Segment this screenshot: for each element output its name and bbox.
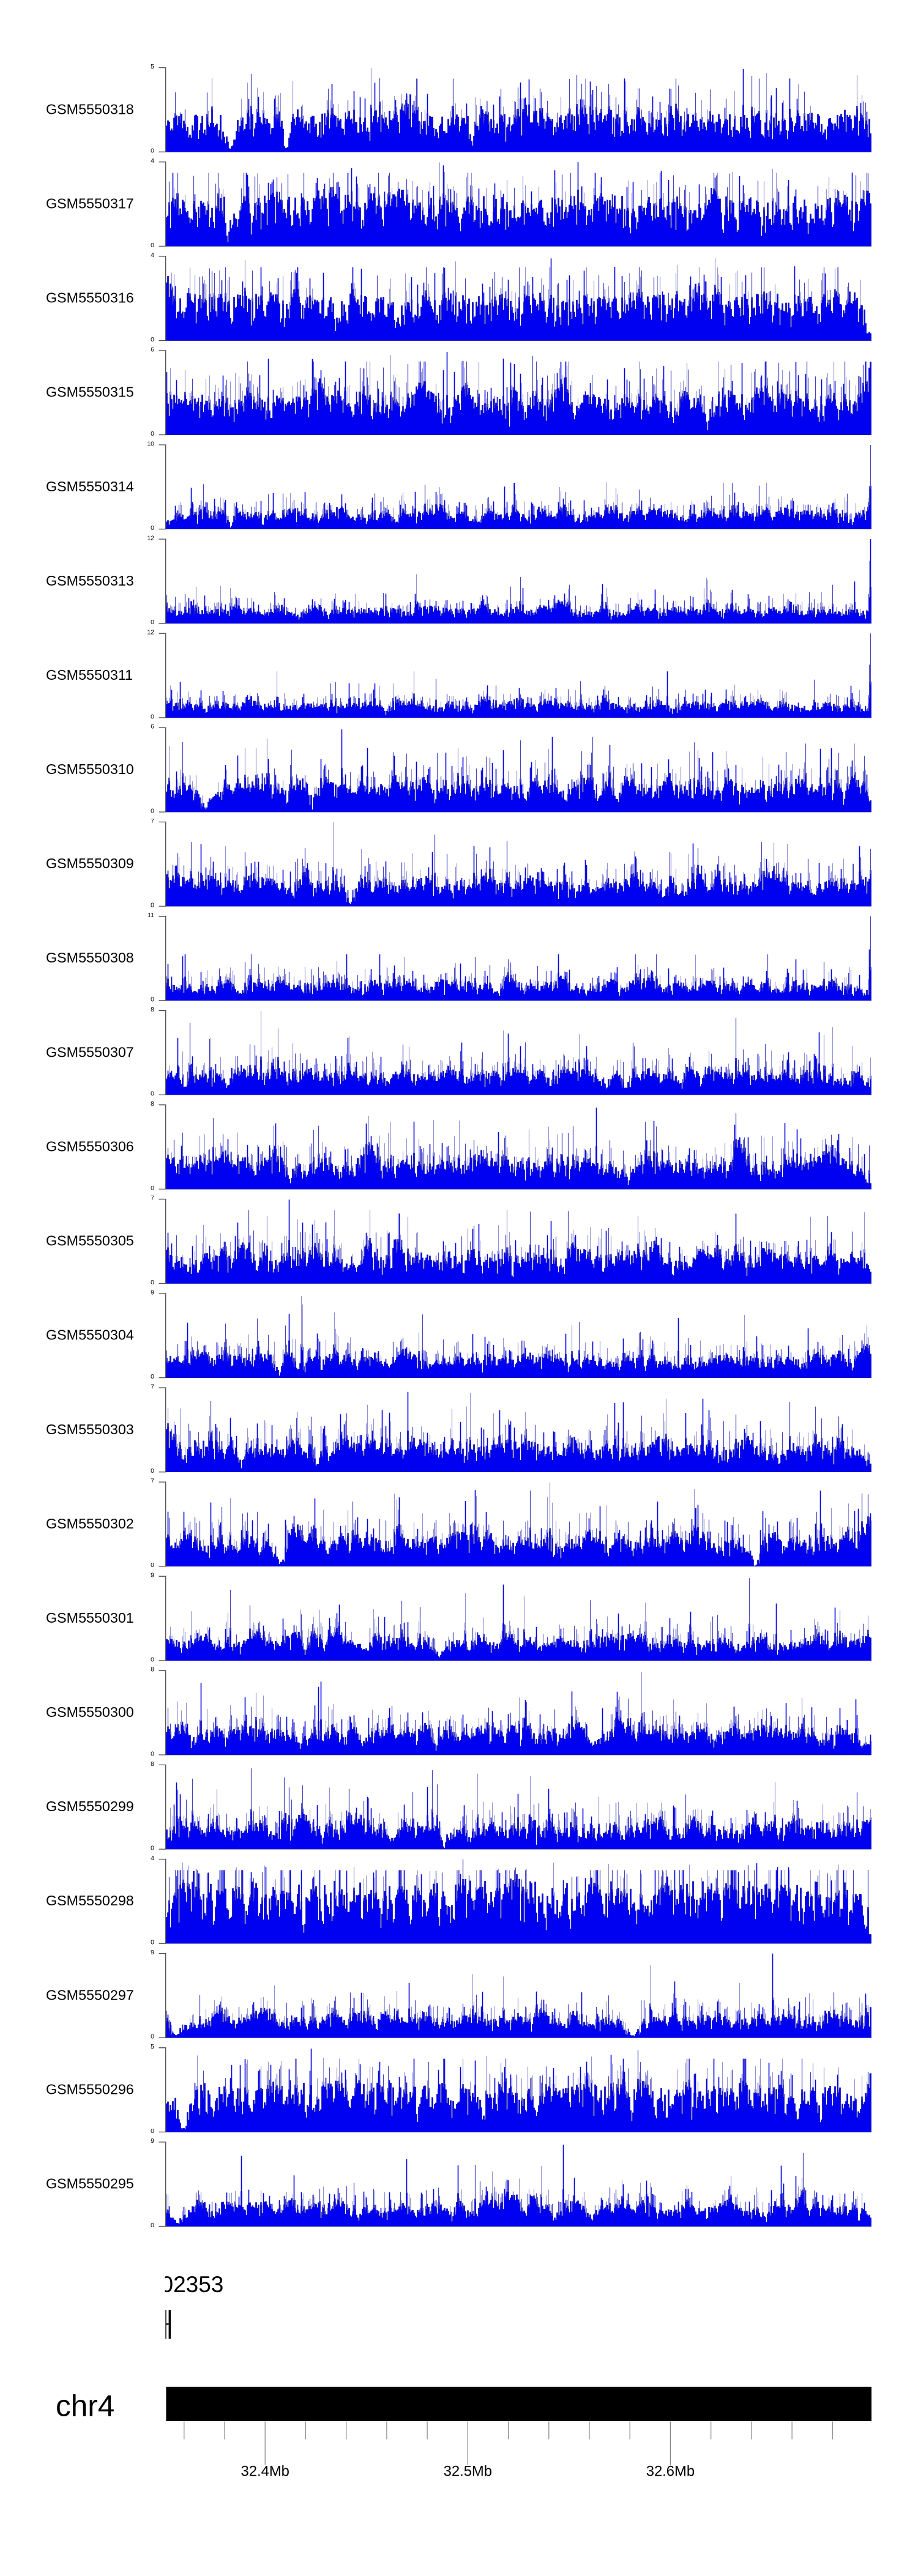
svg-text:0: 0 [151, 619, 154, 626]
svg-text:12: 12 [147, 629, 154, 636]
svg-text:GSM5550296: GSM5550296 [46, 2081, 134, 2097]
svg-text:0: 0 [151, 713, 154, 720]
svg-text:GSM5550304: GSM5550304 [46, 1327, 134, 1343]
svg-text:0: 0 [151, 1562, 154, 1569]
svg-text:GSM5550306: GSM5550306 [46, 1138, 134, 1154]
svg-text:32.4Mb: 32.4Mb [241, 2463, 289, 2480]
svg-text:chr4: chr4 [56, 2389, 114, 2422]
svg-text:GSM5550308: GSM5550308 [46, 950, 134, 966]
svg-text:6: 6 [151, 346, 154, 353]
svg-text:GSM5550313: GSM5550313 [46, 573, 134, 589]
svg-text:9: 9 [151, 1289, 154, 1296]
svg-text:9: 9 [151, 1572, 154, 1579]
svg-text:7: 7 [151, 1478, 154, 1485]
svg-text:7: 7 [151, 1383, 154, 1390]
svg-text:8: 8 [151, 1666, 154, 1673]
svg-text:GSM5550303: GSM5550303 [46, 1421, 134, 1437]
svg-text:0: 0 [151, 336, 154, 343]
svg-text:32.6Mb: 32.6Mb [646, 2463, 695, 2480]
svg-text:GSM5550315: GSM5550315 [46, 384, 134, 400]
svg-text:GSM5550310: GSM5550310 [46, 761, 134, 777]
svg-text:0: 0 [151, 1750, 154, 1757]
svg-text:7: 7 [151, 817, 154, 825]
svg-text:02353: 02353 [161, 2272, 224, 2297]
svg-text:9: 9 [151, 1949, 154, 1956]
svg-text:6: 6 [151, 723, 154, 731]
svg-text:GSM5550300: GSM5550300 [46, 1704, 134, 1720]
svg-text:GSM5550297: GSM5550297 [46, 1987, 134, 2003]
svg-text:GSM5550309: GSM5550309 [46, 855, 134, 871]
svg-text:0: 0 [151, 1090, 154, 1098]
svg-text:32.5Mb: 32.5Mb [444, 2463, 492, 2480]
svg-text:8: 8 [151, 1100, 154, 1107]
svg-text:GSM5550318: GSM5550318 [46, 101, 134, 117]
svg-text:GSM5550295: GSM5550295 [46, 2176, 134, 2192]
svg-text:GSM5550314: GSM5550314 [46, 478, 134, 494]
svg-text:GSM5550305: GSM5550305 [46, 1233, 134, 1249]
svg-text:12: 12 [147, 535, 154, 542]
svg-text:GSM5550311: GSM5550311 [46, 667, 133, 683]
svg-text:GSM5550298: GSM5550298 [46, 1893, 134, 1908]
svg-text:4: 4 [151, 157, 154, 165]
svg-text:0: 0 [151, 2222, 154, 2229]
svg-text:GSM5550299: GSM5550299 [46, 1798, 134, 1814]
svg-text:5: 5 [151, 2043, 154, 2050]
svg-text:0: 0 [151, 1656, 154, 1663]
svg-text:7: 7 [151, 1194, 154, 1202]
svg-text:10: 10 [147, 440, 154, 447]
svg-text:0: 0 [151, 902, 154, 909]
svg-text:0: 0 [151, 430, 154, 437]
svg-text:0: 0 [151, 147, 154, 155]
svg-text:8: 8 [151, 1760, 154, 1768]
svg-text:GSM5550316: GSM5550316 [46, 290, 134, 306]
svg-text:5: 5 [151, 63, 154, 70]
svg-text:4: 4 [151, 251, 154, 259]
svg-text:GSM5550301: GSM5550301 [46, 1610, 134, 1626]
svg-text:0: 0 [151, 1373, 154, 1380]
svg-text:4: 4 [151, 1855, 154, 1862]
svg-text:11: 11 [147, 912, 154, 919]
svg-text:9: 9 [151, 2137, 154, 2145]
svg-text:8: 8 [151, 1006, 154, 1013]
svg-text:GSM5550307: GSM5550307 [46, 1044, 134, 1060]
svg-text:0: 0 [151, 1939, 154, 1946]
svg-text:0: 0 [151, 2127, 154, 2135]
svg-text:0: 0 [151, 1467, 154, 1475]
svg-text:0: 0 [151, 996, 154, 1003]
svg-text:GSM5550317: GSM5550317 [46, 195, 134, 211]
svg-text:0: 0 [151, 242, 154, 249]
svg-text:0: 0 [151, 1845, 154, 1852]
svg-text:GSM5550302: GSM5550302 [46, 1516, 134, 1532]
svg-text:0: 0 [151, 807, 154, 814]
svg-text:0: 0 [151, 2033, 154, 2041]
svg-text:0: 0 [151, 524, 154, 532]
svg-text:0: 0 [151, 1279, 154, 1286]
svg-text:0: 0 [151, 1185, 154, 1192]
